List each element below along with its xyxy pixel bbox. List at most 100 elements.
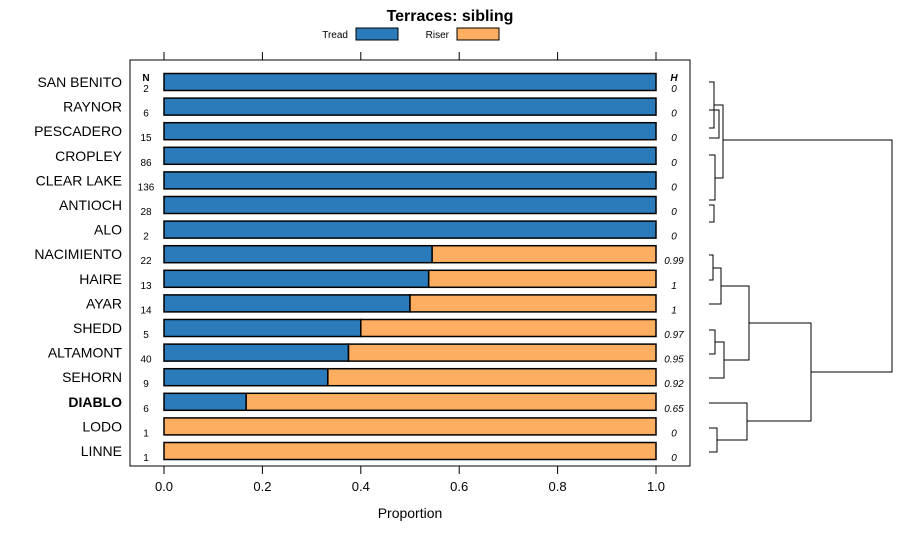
tread-bar	[163, 72, 657, 92]
tread-bar	[163, 392, 247, 412]
bar-row: PESCADERO 15 0	[34, 121, 677, 144]
x-tick-label: 0.4	[352, 479, 370, 494]
tread-bar	[163, 269, 430, 289]
bar-row: LINNE 1 0	[81, 441, 677, 464]
legend-swatch-riser	[456, 27, 500, 41]
tread-bar	[163, 171, 657, 190]
bar-row: ALO 2 0	[94, 220, 677, 243]
row-label: SEHORN	[62, 369, 122, 385]
h-value: 0	[671, 133, 677, 144]
riser-bar	[427, 269, 657, 289]
h-value: 1	[671, 281, 677, 292]
riser-bar	[360, 318, 657, 338]
n-count: 40	[140, 355, 152, 366]
tread-bar	[163, 294, 411, 313]
x-tick-label: 0.8	[549, 479, 567, 494]
bar-row: CLEAR LAKE 136 0	[36, 171, 677, 193]
bar-row: AYAR 14 1	[86, 294, 677, 316]
tread-bar	[163, 343, 350, 362]
h-value: 0.65	[664, 404, 684, 415]
dendrogram-branch	[709, 427, 718, 453]
h-value: 0	[671, 84, 677, 95]
dendrogram-branch	[709, 267, 722, 305]
h-value: 0	[671, 453, 677, 464]
riser-bar	[163, 441, 657, 461]
dendrogram	[709, 81, 893, 453]
h-value: 0	[671, 158, 677, 169]
n-count: 9	[143, 379, 149, 390]
h-value: 0.99	[664, 256, 684, 267]
h-value: 0.97	[664, 330, 684, 341]
n-count: 15	[140, 133, 152, 144]
x-tick-label: 1.0	[647, 479, 665, 494]
row-label: CROPLEY	[55, 148, 123, 164]
tread-bar	[163, 318, 362, 338]
tread-bar	[163, 220, 657, 239]
tread-bar	[163, 121, 657, 141]
h-value: 0.95	[664, 355, 684, 366]
row-label: SAN BENITO	[37, 74, 122, 90]
dendrogram-branch	[723, 139, 893, 373]
chart-title: Terraces: sibling	[387, 8, 514, 25]
n-count: 1	[143, 428, 149, 439]
bar-row: CROPLEY 86 0	[55, 146, 677, 169]
riser-bar	[347, 343, 657, 362]
bar-row: NACIMIENTO 22 0.99	[34, 244, 684, 267]
dendrogram-branch	[709, 341, 725, 379]
x-axis-title: Proportion	[378, 505, 443, 521]
row-label: ALTAMONT	[48, 345, 123, 361]
row-label: RAYNOR	[63, 99, 122, 115]
riser-bar	[245, 392, 657, 412]
riser-bar	[327, 367, 657, 387]
riser-bar	[431, 244, 657, 264]
legend-swatch-tread	[355, 27, 399, 41]
legend: Tread Riser	[322, 27, 500, 41]
n-count: 14	[140, 305, 152, 316]
n-count: 1	[143, 453, 149, 464]
tread-bar	[163, 367, 329, 387]
n-count: 2	[143, 232, 149, 243]
n-count: 22	[140, 256, 152, 267]
row-label: NACIMIENTO	[34, 246, 122, 262]
dendrogram-branch	[709, 254, 714, 281]
dendrogram-branch	[709, 204, 715, 223]
row-label: CLEAR LAKE	[36, 172, 122, 188]
row-label: DIABLO	[68, 394, 122, 410]
h-value: 0	[671, 428, 677, 439]
n-count: 6	[143, 404, 149, 415]
dendrogram-branch	[747, 322, 812, 422]
h-value: 0	[671, 182, 677, 193]
bar-row: RAYNOR 6 0	[63, 97, 677, 120]
tread-bar	[163, 244, 433, 264]
row-label: LINNE	[81, 443, 122, 459]
row-label: AYAR	[86, 295, 122, 311]
legend-label-riser: Riser	[426, 30, 450, 41]
row-label: SHEDD	[73, 320, 122, 336]
bar-row: ALTAMONT 40 0.95	[48, 343, 684, 366]
tread-bar	[163, 97, 657, 116]
bar-row: ANTIOCH 28 0	[59, 195, 677, 218]
n-column-header: N	[142, 73, 149, 84]
x-tick-label: 0.0	[155, 479, 173, 494]
h-column-header: H	[670, 73, 678, 84]
row-label: PESCADERO	[34, 123, 122, 139]
n-count: 28	[140, 207, 152, 218]
riser-bar	[409, 294, 657, 313]
n-count: 136	[138, 182, 155, 193]
row-label: ANTIOCH	[59, 197, 122, 213]
dendrogram-branch	[709, 329, 716, 355]
x-axis: 0.0 0.2 0.4 0.6 0.8 1.0	[155, 52, 665, 494]
n-count: 86	[140, 158, 152, 169]
row-label: LODO	[82, 418, 122, 434]
bar-row: SHEDD 5 0.97	[73, 318, 684, 341]
row-label: ALO	[94, 222, 122, 238]
h-value: 1	[671, 305, 677, 316]
bar-row: SEHORN 9 0.92	[62, 367, 684, 390]
dendrogram-branch	[709, 154, 716, 201]
n-count: 13	[140, 281, 152, 292]
bar-row: HAIRE 13 1	[79, 269, 677, 292]
row-label: HAIRE	[79, 271, 122, 287]
legend-label-tread: Tread	[322, 30, 348, 41]
